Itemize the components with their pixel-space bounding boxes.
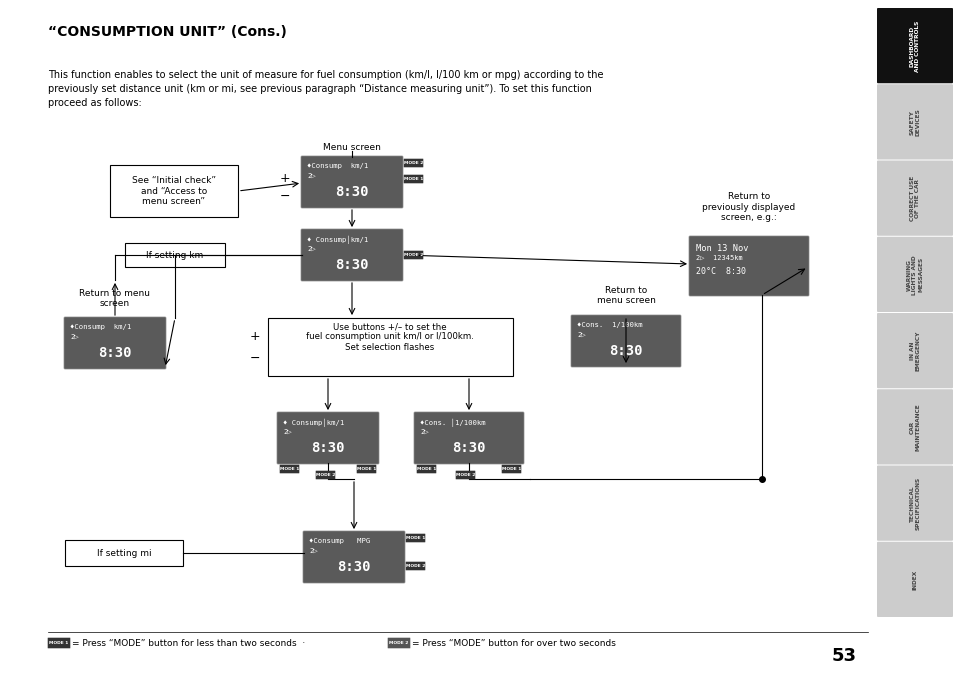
Text: Menu screen: Menu screen (323, 143, 380, 152)
Text: 2▷: 2▷ (577, 332, 585, 338)
Text: WARNING
LIGHTS AND
MESSAGES: WARNING LIGHTS AND MESSAGES (905, 255, 923, 295)
Text: MODE 1: MODE 1 (356, 467, 375, 471)
FancyBboxPatch shape (876, 466, 952, 541)
Text: MODE 1: MODE 1 (403, 177, 423, 181)
Text: 2▷: 2▷ (309, 548, 317, 554)
Bar (110, 165, 237, 217)
Text: 8:30: 8:30 (609, 344, 642, 358)
FancyBboxPatch shape (279, 465, 299, 473)
Text: MODE 1: MODE 1 (405, 536, 425, 540)
Text: CAR
MAINTENANCE: CAR MAINTENANCE (908, 403, 920, 451)
Text: 2▷: 2▷ (419, 429, 428, 435)
FancyBboxPatch shape (64, 317, 166, 369)
Text: ♦Consump  km/1: ♦Consump km/1 (307, 163, 368, 169)
FancyBboxPatch shape (301, 156, 402, 208)
Text: MODE 1: MODE 1 (279, 467, 299, 471)
Text: MODE 1: MODE 1 (416, 467, 436, 471)
Text: ♦ Consump│km/1: ♦ Consump│km/1 (283, 419, 344, 427)
Text: ♦Cons. │1/100km: ♦Cons. │1/100km (419, 419, 485, 427)
Text: +: + (279, 172, 290, 184)
Text: ♦Consump   MPG: ♦Consump MPG (309, 538, 370, 544)
Text: Mon 13 Nov: Mon 13 Nov (696, 244, 748, 253)
FancyBboxPatch shape (876, 8, 952, 83)
Bar (268, 318, 513, 376)
FancyBboxPatch shape (301, 229, 402, 281)
FancyBboxPatch shape (876, 542, 952, 617)
Text: 20°C  8:30: 20°C 8:30 (696, 267, 745, 276)
Text: 8:30: 8:30 (452, 441, 485, 455)
FancyBboxPatch shape (456, 470, 475, 480)
FancyBboxPatch shape (416, 465, 436, 473)
FancyBboxPatch shape (688, 236, 808, 296)
Text: MODE 2: MODE 2 (405, 564, 425, 568)
Text: SAFETY
DEVICES: SAFETY DEVICES (908, 108, 920, 136)
FancyBboxPatch shape (876, 84, 952, 160)
Text: MODE 2: MODE 2 (389, 641, 408, 645)
FancyBboxPatch shape (405, 534, 425, 542)
FancyBboxPatch shape (315, 470, 335, 480)
Text: TECHNICAL
SPECIFICATIONS: TECHNICAL SPECIFICATIONS (908, 477, 920, 530)
Text: 2▷: 2▷ (307, 173, 315, 179)
Text: −: − (279, 189, 290, 202)
Text: MODE 2: MODE 2 (456, 473, 475, 477)
Bar (65, 540, 183, 566)
Text: If setting km: If setting km (146, 251, 203, 260)
FancyBboxPatch shape (303, 531, 405, 583)
Text: 2▷: 2▷ (70, 334, 79, 340)
Text: −: − (250, 352, 260, 364)
Text: See “Initial check”
and “Access to
menu screen”: See “Initial check” and “Access to menu … (132, 176, 215, 206)
Text: 53: 53 (831, 647, 856, 665)
FancyBboxPatch shape (571, 315, 680, 367)
Text: ♦ Consump│km/1: ♦ Consump│km/1 (307, 236, 368, 244)
Text: This function enables to select the unit of measure for fuel consumption (km/l, : This function enables to select the unit… (48, 70, 603, 108)
Bar (125, 243, 225, 267)
Text: DASHBOARD
AND CONTROLS: DASHBOARD AND CONTROLS (908, 20, 920, 72)
Text: Return to menu
screen: Return to menu screen (79, 288, 151, 308)
FancyBboxPatch shape (403, 174, 423, 184)
Text: 8:30: 8:30 (335, 185, 369, 199)
Text: 8:30: 8:30 (335, 258, 369, 272)
Text: CORRECT USE
OF THE CAR: CORRECT USE OF THE CAR (908, 176, 920, 221)
Text: = Press “MODE” button for over two seconds: = Press “MODE” button for over two secon… (412, 639, 616, 648)
Text: Return to
menu screen: Return to menu screen (596, 285, 655, 305)
FancyBboxPatch shape (403, 158, 423, 168)
Text: 8:30: 8:30 (311, 441, 344, 455)
Text: MODE 1: MODE 1 (50, 641, 69, 645)
Text: 2▷: 2▷ (307, 246, 315, 252)
FancyBboxPatch shape (501, 465, 520, 473)
Text: Use buttons +/– to set the
fuel consumption unit km/l or l/100km.
Set selection : Use buttons +/– to set the fuel consumpt… (306, 322, 474, 352)
Text: “CONSUMPTION UNIT” (Cons.): “CONSUMPTION UNIT” (Cons.) (48, 25, 287, 39)
FancyBboxPatch shape (876, 237, 952, 312)
Text: 2▷  12345km: 2▷ 12345km (696, 255, 742, 261)
Text: ♦Consump  km/1: ♦Consump km/1 (70, 324, 132, 330)
FancyBboxPatch shape (387, 638, 410, 648)
Text: MODE 2: MODE 2 (403, 253, 423, 257)
Text: 2▷: 2▷ (283, 429, 292, 435)
FancyBboxPatch shape (403, 251, 423, 259)
Text: MODE 2: MODE 2 (403, 161, 423, 165)
Text: INDEX: INDEX (911, 570, 917, 590)
FancyBboxPatch shape (405, 562, 425, 570)
Text: MODE 2: MODE 2 (315, 473, 335, 477)
FancyBboxPatch shape (876, 389, 952, 464)
FancyBboxPatch shape (48, 638, 71, 648)
FancyBboxPatch shape (276, 412, 378, 464)
Text: ♦Cons.  1/100km: ♦Cons. 1/100km (577, 322, 642, 328)
Text: +: + (250, 330, 260, 343)
FancyBboxPatch shape (356, 465, 375, 473)
FancyBboxPatch shape (876, 313, 952, 388)
Text: MODE 1: MODE 1 (501, 467, 520, 471)
Text: If setting mi: If setting mi (96, 549, 152, 558)
Text: 8:30: 8:30 (98, 346, 132, 360)
Text: 8:30: 8:30 (337, 560, 371, 574)
Text: = Press “MODE” button for less than two seconds  ·: = Press “MODE” button for less than two … (71, 639, 305, 648)
FancyBboxPatch shape (876, 161, 952, 236)
Text: IN AN
EMERGENCY: IN AN EMERGENCY (908, 331, 920, 371)
Text: Return to
previously displayed
screen, e.g.:: Return to previously displayed screen, e… (701, 192, 795, 222)
FancyBboxPatch shape (414, 412, 523, 464)
